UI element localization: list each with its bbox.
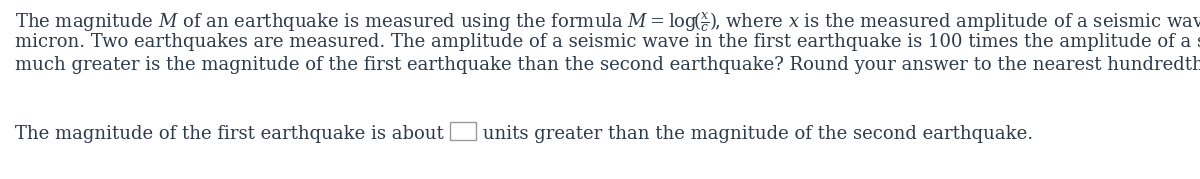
Text: much greater is the magnitude of the first earthquake than the second earthquake: much greater is the magnitude of the fir… bbox=[14, 56, 1200, 74]
Text: units greater than the magnitude of the second earthquake.: units greater than the magnitude of the … bbox=[478, 125, 1033, 143]
Text: micron. Two earthquakes are measured. The amplitude of a seismic wave in the fir: micron. Two earthquakes are measured. Th… bbox=[14, 33, 1200, 51]
Text: The magnitude of the first earthquake is about: The magnitude of the first earthquake is… bbox=[14, 125, 450, 143]
Text: The magnitude $\mathit{M}$ of an earthquake is measured using the formula $\math: The magnitude $\mathit{M}$ of an earthqu… bbox=[14, 10, 1200, 34]
